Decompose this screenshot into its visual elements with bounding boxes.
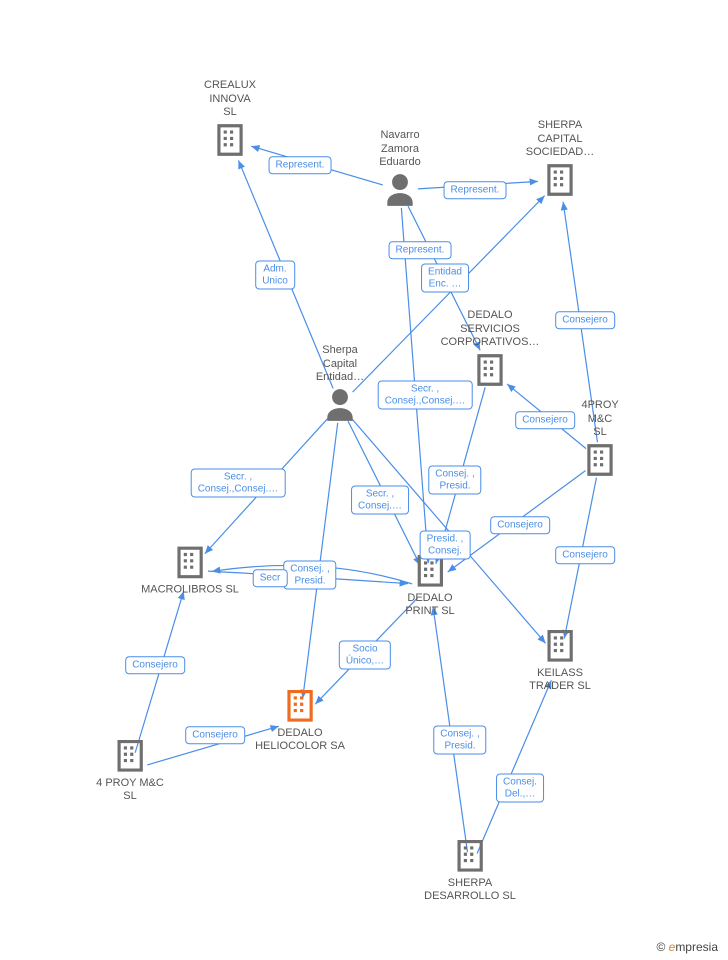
edge-label: Consejero bbox=[515, 411, 575, 429]
edge-label: Socio Único,… bbox=[339, 641, 391, 670]
node-dedalo_hc: DEDALO HELIOCOLOR SA bbox=[255, 687, 345, 753]
edge-label: Consejero bbox=[490, 516, 550, 534]
building-icon bbox=[541, 161, 579, 199]
building-icon bbox=[451, 837, 489, 875]
edge-label: Secr. , Consej.,Consej.… bbox=[378, 381, 473, 410]
node-label: MACROLIBROS SL bbox=[141, 583, 239, 596]
node-label: Navarro Zamora Eduardo bbox=[379, 129, 421, 169]
building-icon bbox=[111, 737, 149, 775]
edge-label: Represent. bbox=[389, 241, 452, 259]
edge-label: Secr bbox=[253, 569, 288, 587]
edge-label: Consejero bbox=[555, 311, 615, 329]
node-dedalo_print: DEDALO PRINT SL bbox=[405, 552, 454, 618]
building-icon bbox=[541, 627, 579, 665]
node-label: CREALUX INNOVA SL bbox=[204, 79, 256, 119]
node-label: SHERPA CAPITAL SOCIEDAD… bbox=[526, 119, 594, 159]
building-icon bbox=[171, 543, 209, 581]
node-4proy_mc2: 4 PROY M&C SL bbox=[96, 737, 164, 803]
node-crealux: CREALUX INNOVA SL bbox=[211, 121, 249, 159]
edge-label: Consejero bbox=[185, 726, 245, 744]
edge-label: Consej. , Presid. bbox=[428, 466, 481, 495]
edge-label: Consejero bbox=[125, 656, 185, 674]
edge-label: Represent. bbox=[444, 181, 507, 199]
edge-label: Secr. , Consej.,Consej.… bbox=[191, 469, 286, 498]
node-label: DEDALO SERVICIOS CORPORATIVOS… bbox=[441, 309, 540, 349]
edge bbox=[353, 196, 545, 392]
edge-label: Consejero bbox=[555, 546, 615, 564]
node-label: DEDALO HELIOCOLOR SA bbox=[255, 727, 345, 753]
node-label: DEDALO PRINT SL bbox=[405, 592, 454, 618]
person-icon bbox=[321, 386, 359, 424]
edge-label: Represent. bbox=[269, 156, 332, 174]
edge-label: Consej. , Presid. bbox=[433, 726, 486, 755]
node-navarro: Navarro Zamora Eduardo bbox=[381, 171, 419, 209]
node-keilass: KEILASS TRADER SL bbox=[529, 627, 591, 693]
node-label: Sherpa Capital Entidad… bbox=[316, 344, 364, 384]
edge-label: Consej. , Presid. bbox=[283, 561, 336, 590]
node-label: KEILASS TRADER SL bbox=[529, 667, 591, 693]
node-macrolibros: MACROLIBROS SL bbox=[141, 543, 239, 596]
edge bbox=[477, 680, 551, 853]
building-icon bbox=[581, 441, 619, 479]
node-label: 4 PROY M&C SL bbox=[96, 777, 164, 803]
node-sherpa_soc: SHERPA CAPITAL SOCIEDAD… bbox=[541, 161, 579, 199]
edge-label: Secr. , Consej.… bbox=[351, 486, 409, 515]
edge-label: Presid. , Consej. bbox=[420, 531, 471, 560]
edge-label: Adm. Unico bbox=[255, 261, 295, 290]
node-sherpa_des: SHERPA DESARROLLO SL bbox=[424, 837, 516, 903]
edge-label: Entidad Enc. … bbox=[421, 264, 469, 293]
edge-label: Consej. Del.,… bbox=[496, 774, 544, 803]
node-label: 4PROY M&C SL bbox=[581, 399, 618, 439]
building-icon bbox=[211, 121, 249, 159]
building-icon bbox=[281, 687, 319, 725]
person-icon bbox=[381, 171, 419, 209]
node-label: SHERPA DESARROLLO SL bbox=[424, 877, 516, 903]
node-4proy_mc: 4PROY M&C SL bbox=[581, 441, 619, 479]
node-dedalo_serv: DEDALO SERVICIOS CORPORATIVOS… bbox=[471, 351, 509, 389]
node-sherpa_ent: Sherpa Capital Entidad… bbox=[321, 386, 359, 424]
credit: © empresia bbox=[656, 940, 718, 954]
edges-layer bbox=[0, 0, 728, 960]
building-icon bbox=[471, 351, 509, 389]
